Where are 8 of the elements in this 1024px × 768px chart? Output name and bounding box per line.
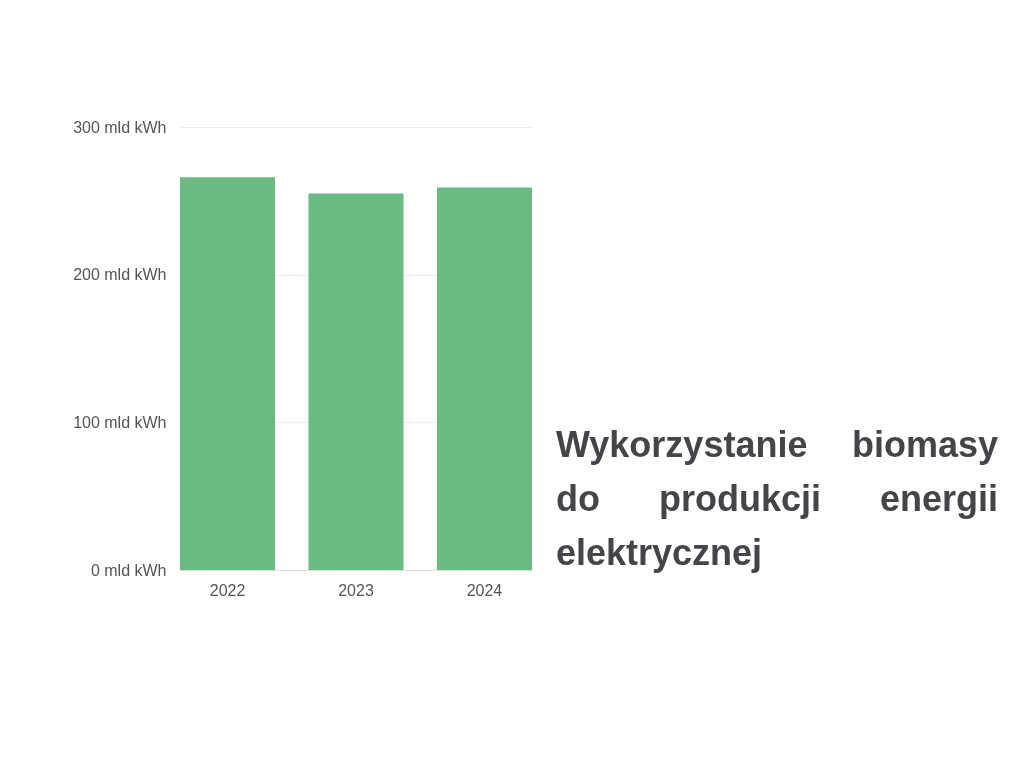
x-tick-label: 2024: [466, 581, 503, 599]
y-tick-label: 0 mld kWh: [90, 561, 167, 579]
x-tick-label: 2022: [209, 581, 246, 599]
y-tick-label: 200 mld kWh: [73, 266, 167, 284]
y-tick-label: 300 mld kWh: [73, 118, 167, 136]
text: Wykorzystanie biomasy do produkcji energii elektrycznej: [556, 423, 998, 575]
y-tick-label: 100 mld kWh: [73, 413, 167, 431]
x-tick-label: 2023: [338, 581, 374, 599]
